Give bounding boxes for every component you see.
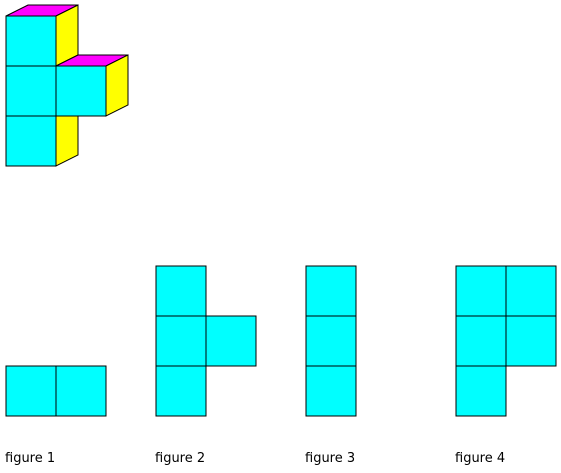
figure-3 (305, 265, 357, 417)
figure-4-square (455, 265, 507, 317)
figure-1-square (55, 365, 107, 417)
figure-4-square (455, 315, 507, 367)
figure-1 (5, 365, 107, 417)
figure-2-square (155, 315, 207, 367)
figure-4 (455, 265, 557, 417)
cube-front-face (55, 65, 107, 117)
figure-2-square (155, 265, 207, 317)
isometric-solid (5, 4, 129, 167)
figure-1-square (5, 365, 57, 417)
figure-2-caption: figure 2 (155, 451, 206, 466)
cube-front-face (5, 65, 57, 117)
figure-2-square (155, 365, 207, 417)
figure-4-square (505, 265, 557, 317)
cube-front-face (5, 115, 57, 167)
figure-4-square (505, 315, 557, 367)
figure-3-square (305, 265, 357, 317)
figure-3-caption: figure 3 (305, 451, 356, 466)
view-figures (5, 265, 557, 417)
figure-2 (155, 265, 257, 417)
cube-front-face (5, 15, 57, 67)
figure-3-square (305, 315, 357, 367)
cube-side-face (105, 54, 129, 117)
figure-1-caption: figure 1 (5, 451, 56, 466)
figure-2-square (205, 315, 257, 367)
figure-4-square (455, 365, 507, 417)
figure-3-square (305, 365, 357, 417)
figure-4-caption: figure 4 (455, 451, 506, 466)
